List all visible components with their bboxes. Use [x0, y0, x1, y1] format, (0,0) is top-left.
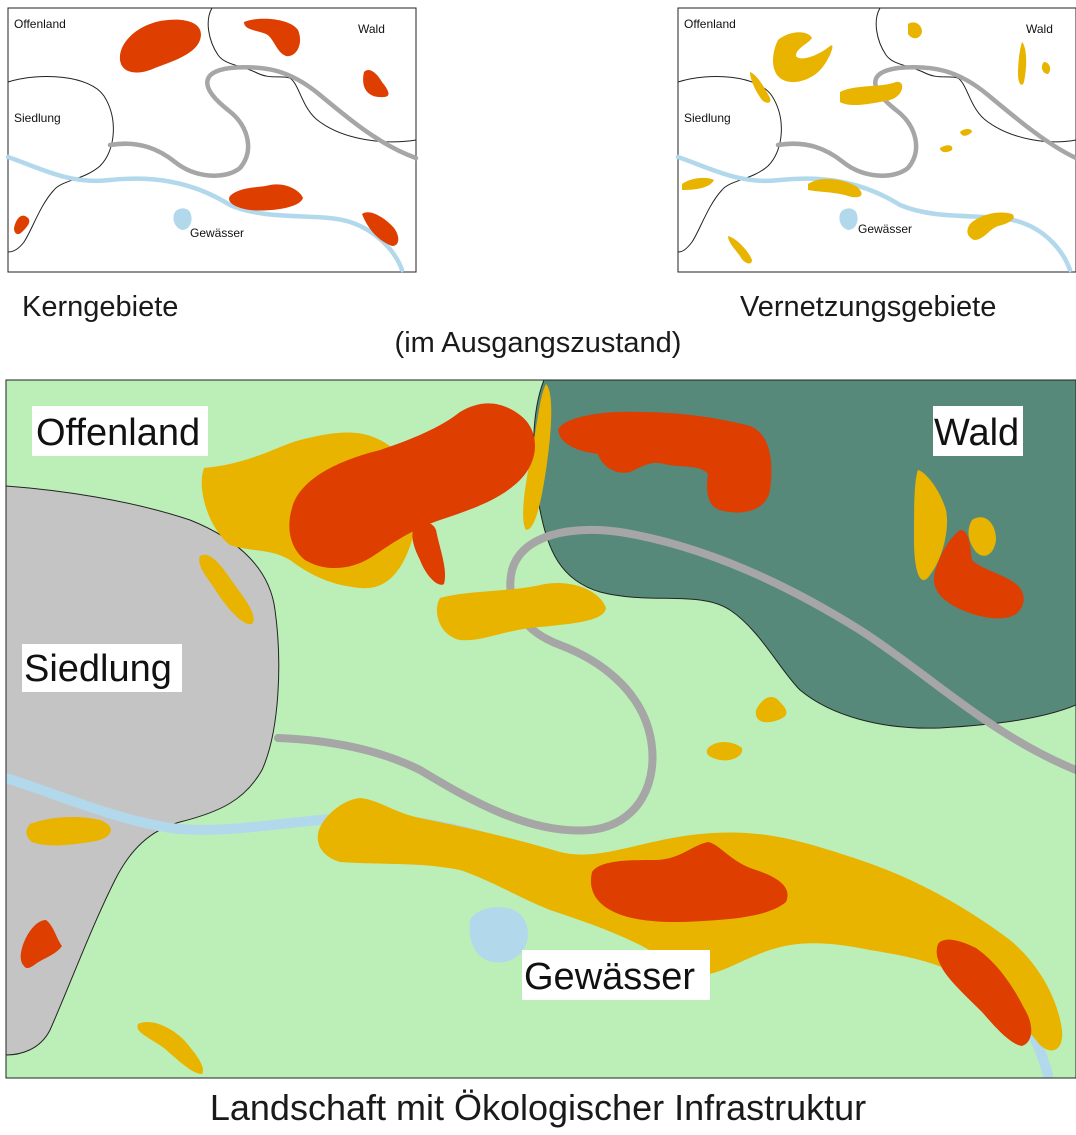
small-map-vernetzung-frame — [677, 7, 1076, 273]
main-map-siedlung-area — [6, 485, 280, 1056]
main-kern-6 — [936, 939, 1032, 1046]
main-map-label-gewaesser-group: Gewässer — [522, 950, 710, 1000]
main-map-label-gewaesser-bg — [522, 950, 710, 1000]
main-kern-1 — [289, 403, 535, 569]
main-vernetzung-8 — [706, 742, 743, 761]
small-map-vernetzung-areas — [682, 22, 1051, 264]
small-map-kern-road — [107, 65, 419, 178]
small-map-kern: Offenland Wald Siedlung Gewässer — [5, 7, 419, 273]
main-map-label-offenland-group: Offenland — [32, 406, 208, 456]
vernetzungsgebiet-7 — [960, 129, 972, 136]
main-vernetzung-5 — [914, 470, 948, 581]
small-map-kern-label-siedlung: Siedlung — [14, 111, 61, 125]
main-map-label-gewaesser: Gewässer — [524, 956, 695, 998]
kerngebiet-4 — [229, 184, 303, 211]
vernetzungsgebiet-5 — [1018, 42, 1027, 85]
main-kern-7 — [20, 920, 62, 969]
small-map-kern-river — [5, 154, 405, 273]
caption-vernetzungsgebiete: Vernetzungsgebiete — [740, 291, 996, 323]
main-kern-5 — [590, 842, 788, 922]
vernetzungsgebiet-9 — [808, 178, 862, 198]
main-vernetzung-2 — [436, 582, 606, 641]
small-map-vernetzung-river — [675, 154, 1073, 273]
small-map-kern-siedlung-outline — [7, 75, 114, 253]
small-map-vernetzung-label-gewaesser: Gewässer — [858, 222, 912, 236]
vernetzungsgebiet-3 — [750, 72, 771, 103]
main-kern-4 — [933, 530, 1024, 619]
kerngebiet-2 — [244, 18, 301, 57]
main-vernetzung-12 — [137, 1021, 204, 1074]
main-map-label-wald-group: Wald — [933, 406, 1023, 456]
main-vernetzung-9 — [199, 554, 254, 625]
main-map-wald-area — [533, 380, 1076, 729]
main-vernetzung-3 — [523, 384, 552, 530]
kerngebiet-5 — [362, 212, 399, 246]
small-map-kern-label-offenland: Offenland — [14, 17, 66, 31]
main-map: Offenland Wald Siedlung Gewässer — [5, 379, 1076, 1079]
small-map-vernetzung-road — [775, 65, 1076, 178]
main-map-pond — [469, 906, 528, 963]
main-map-label-wald-bg — [933, 406, 1023, 456]
caption-main-map: Landschaft mit Ökologischer Infrastruktu… — [210, 1087, 866, 1128]
main-kern-3 — [558, 411, 772, 513]
vernetzungsgebiet-1 — [773, 32, 833, 83]
main-map-label-wald: Wald — [934, 412, 1019, 454]
main-map-kerngebiete — [20, 403, 1032, 1046]
small-map-kern-kernareas — [14, 18, 399, 246]
small-map-vernetzung: Offenland Wald Siedlung Gewässer — [675, 7, 1076, 273]
main-vernetzung-7 — [755, 696, 787, 723]
kerngebiet-3 — [363, 70, 389, 98]
small-map-vernetzung-label-siedlung: Siedlung — [684, 111, 731, 125]
main-map-label-siedlung-group: Siedlung — [22, 644, 182, 692]
vernetzungsgebiet-10 — [682, 177, 714, 190]
small-map-vernetzung-pond — [839, 208, 858, 230]
small-map-kern-label-wald: Wald — [358, 22, 385, 36]
main-map-road — [274, 525, 1076, 835]
caption-ausgangszustand: (im Ausgangszustand) — [395, 327, 682, 359]
main-vernetzung-11 — [317, 798, 1063, 1051]
kerngebiet-1 — [119, 19, 201, 73]
main-map-label-offenland-bg — [32, 406, 208, 456]
vernetzungsgebiet-6 — [1041, 62, 1051, 74]
main-map-label-offenland: Offenland — [36, 412, 200, 454]
small-map-vernetzung-label-offenland: Offenland — [684, 17, 736, 31]
main-kern-2 — [412, 523, 446, 585]
vernetzungsgebiet-8 — [940, 145, 953, 153]
small-map-kern-frame — [7, 7, 417, 273]
vernetzungsgebiet-12 — [728, 236, 752, 264]
vernetzungsgebiet-4 — [908, 22, 922, 39]
main-map-label-siedlung-bg — [22, 644, 182, 692]
caption-kerngebiete: Kerngebiete — [22, 291, 178, 323]
small-map-kern-label-gewaesser: Gewässer — [190, 226, 244, 240]
small-map-kern-pond — [173, 208, 192, 230]
main-map-label-siedlung: Siedlung — [24, 648, 172, 690]
main-map-frame — [5, 379, 1076, 1079]
small-map-vernetzung-label-wald: Wald — [1026, 22, 1053, 36]
main-vernetzung-6 — [968, 517, 996, 556]
kerngebiet-6 — [14, 215, 30, 235]
small-map-vernetzung-wald-outline — [875, 7, 1076, 143]
small-map-kern-wald-outline — [207, 7, 417, 143]
vernetzungsgebiet-11 — [967, 212, 1014, 240]
main-vernetzung-10 — [26, 816, 111, 846]
vernetzungsgebiet-2 — [840, 81, 903, 106]
